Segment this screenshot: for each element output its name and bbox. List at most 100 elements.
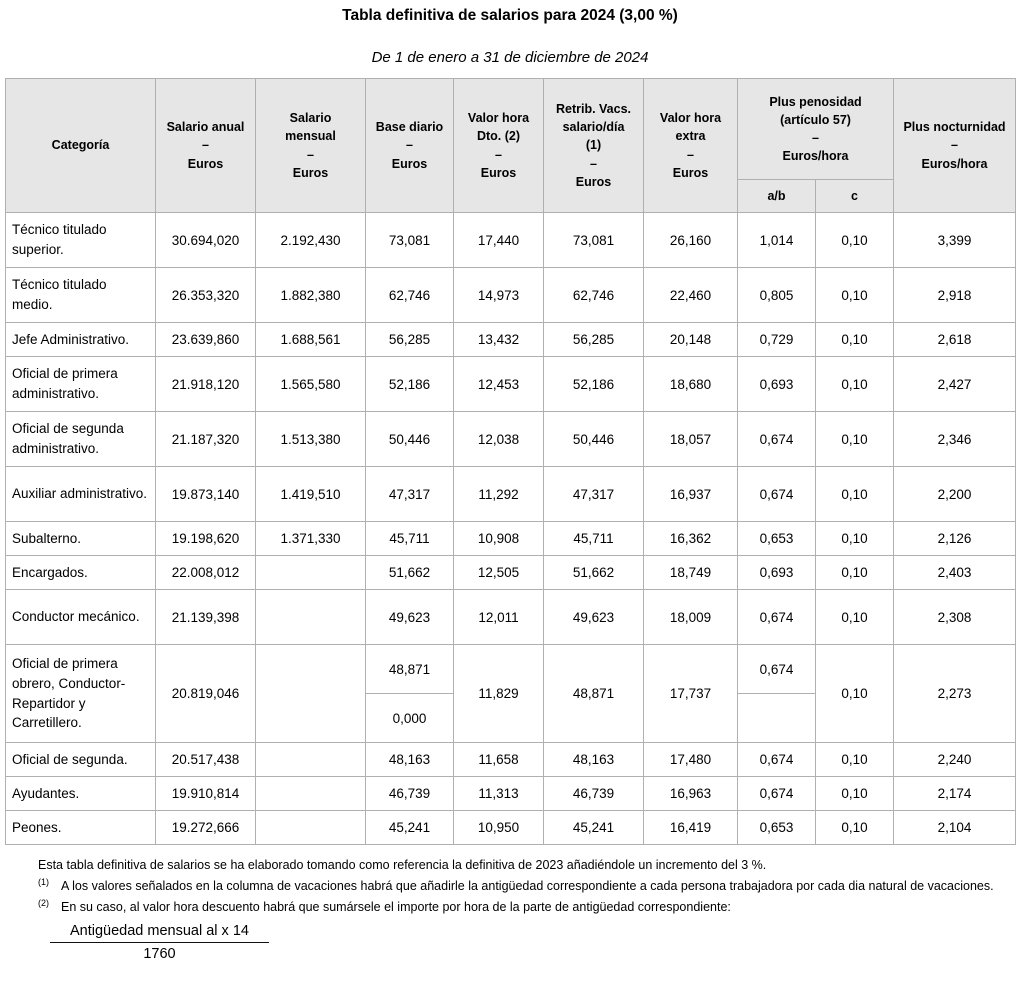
- cell-retrib-vacs: 45,241: [543, 810, 644, 845]
- cell-categoria: Conductor mecánico.: [5, 589, 156, 645]
- cell-salario-anual: 20.517,438: [155, 742, 256, 777]
- cell-retrib-vacs: 47,317: [543, 466, 644, 522]
- cell-salario-anual: 21.918,120: [155, 356, 256, 412]
- cell-penosidad-c: 0,10: [814, 555, 895, 590]
- cell-retrib-vacs: 48,163: [543, 742, 644, 777]
- cell-salario-mensual: [255, 776, 366, 811]
- cell-categoria: Oficial de segunda administrativo.: [5, 411, 156, 467]
- cell-valor-hora-dto: 17,440: [453, 212, 544, 268]
- cell-valor-hora-dto: 12,453: [453, 356, 544, 412]
- cell-retrib-vacs: 50,446: [543, 411, 644, 467]
- header-valor-hora-dto: Valor hora Dto. (2) – Euros: [453, 78, 544, 213]
- cell-valor-hora-extra: 16,362: [643, 521, 738, 556]
- cell-valor-hora-extra: 26,160: [643, 212, 738, 268]
- cell-penosidad-ab: 0,674: [737, 742, 816, 777]
- cell-penosidad-ab: 0,693: [737, 555, 816, 590]
- cell-retrib-vacs: 73,081: [543, 212, 644, 268]
- cell-categoria: Auxiliar administrativo.: [5, 466, 156, 522]
- footnote-1-marker: (1): [38, 876, 49, 887]
- table-row: Auxiliar administrativo. 19.873,140 1.41…: [5, 466, 1017, 522]
- table-row: Jefe Administrativo. 23.639,860 1.688,56…: [5, 322, 1017, 357]
- cell-nocturnidad: 2,104: [893, 810, 1017, 845]
- cell-nocturnidad: 2,174: [893, 776, 1017, 811]
- cell-base-diario: 56,285: [365, 322, 454, 357]
- table-row: Subalterno. 19.198,620 1.371,330 45,711 …: [5, 521, 1017, 556]
- cell-penosidad-ab: 0,674: [737, 589, 816, 645]
- table-row: Oficial de primera administrativo. 21.91…: [5, 356, 1017, 412]
- table-row: Encargados. 22.008,012 51,662 12,505 51,…: [5, 555, 1017, 590]
- cell-retrib-vacs: 56,285: [543, 322, 644, 357]
- footnote-2-marker: (2): [38, 897, 49, 908]
- cell-nocturnidad: 2,918: [893, 267, 1017, 323]
- cell-penosidad-ab: 0,674: [737, 466, 816, 522]
- cell-valor-hora-extra: 16,963: [643, 776, 738, 811]
- header-row-main: Categoría Salario anual – Euros Salario …: [5, 78, 1017, 213]
- cell-salario-anual: 20.819,046: [155, 644, 256, 743]
- header-categoria: Categoría: [5, 78, 156, 213]
- page-title: Tabla definitiva de salarios para 2024 (…: [342, 7, 678, 24]
- cell-valor-hora-extra: 18,009: [643, 589, 738, 645]
- cell-penosidad-c: 0,10: [814, 742, 895, 777]
- cell-categoria: Técnico titulado medio.: [5, 267, 156, 323]
- cell-penosidad-ab: 0,653: [737, 810, 816, 845]
- cell-categoria: Oficial de segunda.: [5, 742, 156, 777]
- cell-penosidad-c: 0,10: [814, 521, 895, 556]
- cell-salario-anual: 21.139,398: [155, 589, 256, 645]
- cell-valor-hora-dto: 11,829: [453, 644, 544, 743]
- cell-valor-hora-dto: 12,505: [453, 555, 544, 590]
- cell-penosidad-ab: 0,674: [737, 411, 816, 467]
- cell-base-diario: 52,186: [365, 356, 454, 412]
- header-base-diario: Base diario – Euros: [365, 78, 454, 213]
- cell-nocturnidad: 2,126: [893, 521, 1017, 556]
- cell-penosidad-c: 0,10: [814, 644, 895, 743]
- cell-penosidad-c: 0,10: [814, 212, 895, 268]
- cell-valor-hora-extra: 22,460: [643, 267, 738, 323]
- table-row: Ayudantes. 19.910,814 46,739 11,313 46,7…: [5, 776, 1017, 811]
- cell-penosidad-ab: 0,674: [737, 776, 816, 811]
- cell-valor-hora-extra: 18,680: [643, 356, 738, 412]
- cell-valor-hora-dto: 13,432: [453, 322, 544, 357]
- cell-valor-hora-dto: 14,973: [453, 267, 544, 323]
- cell-salario-anual: 19.873,140: [155, 466, 256, 522]
- header-plus-penosidad: Plus penosidad (artículo 57) – Euros/hor…: [736, 78, 895, 180]
- cell-base-diario: 50,446: [365, 411, 454, 467]
- cell-valor-hora-dto: 11,658: [453, 742, 544, 777]
- table-row: Oficial de segunda administrativo. 21.18…: [5, 411, 1017, 467]
- cell-salario-mensual: [255, 555, 366, 590]
- table-row: Técnico titulado superior. 30.694,020 2.…: [5, 212, 1017, 268]
- cell-valor-hora-extra: 18,057: [643, 411, 738, 467]
- cell-salario-mensual: 1.513,380: [255, 411, 366, 467]
- cell-nocturnidad: 2,618: [893, 322, 1017, 357]
- cell-nocturnidad: 2,200: [893, 466, 1017, 522]
- table-row: Técnico titulado medio. 26.353,320 1.882…: [5, 267, 1017, 323]
- cell-nocturnidad: 2,308: [893, 589, 1017, 645]
- page-subtitle: De 1 de enero a 31 de diciembre de 2024: [371, 49, 649, 66]
- cell-salario-mensual: 1.371,330: [255, 521, 366, 556]
- cell-nocturnidad: 2,240: [893, 742, 1017, 777]
- cell-valor-hora-dto: 10,950: [453, 810, 544, 845]
- antiquity-formula: Antigüedad mensual al x 14 1760: [50, 921, 269, 965]
- cell-penosidad-ab: 0,729: [737, 322, 816, 357]
- cell-retrib-vacs: 62,746: [543, 267, 644, 323]
- cell-nocturnidad: 3,399: [893, 212, 1017, 268]
- salary-table: Categoría Salario anual – Euros Salario …: [5, 78, 1017, 845]
- footnote-1: (1) A los valores señalados en la columna…: [6, 876, 1014, 897]
- cell-valor-hora-extra: 16,937: [643, 466, 738, 522]
- cell-nocturnidad: 2,273: [893, 644, 1017, 743]
- cell-categoria: Jefe Administrativo.: [5, 322, 156, 357]
- header-sub-ab: a/b: [737, 179, 816, 213]
- cell-valor-hora-extra: 17,737: [643, 644, 738, 743]
- cell-valor-hora-extra: 18,749: [643, 555, 738, 590]
- cell-nocturnidad: 2,427: [893, 356, 1017, 412]
- cell-salario-anual: 26.353,320: [155, 267, 256, 323]
- cell-salario-anual: 21.187,320: [155, 411, 256, 467]
- cell-penosidad-c: 0,10: [814, 322, 895, 357]
- footnote-2: (2) En su caso, al valor hora descuento h…: [6, 897, 1014, 918]
- cell-base-diario-bottom: 0,000: [365, 693, 454, 743]
- cell-retrib-vacs: 45,711: [543, 521, 644, 556]
- cell-valor-hora-dto: 11,313: [453, 776, 544, 811]
- formula-numerator: Antigüedad mensual al x 14: [50, 921, 269, 943]
- cell-penosidad-c: 0,10: [814, 776, 895, 811]
- cell-valor-hora-extra: 20,148: [643, 322, 738, 357]
- header-plus-nocturnidad: Plus nocturnidad – Euros/hora: [893, 78, 1017, 213]
